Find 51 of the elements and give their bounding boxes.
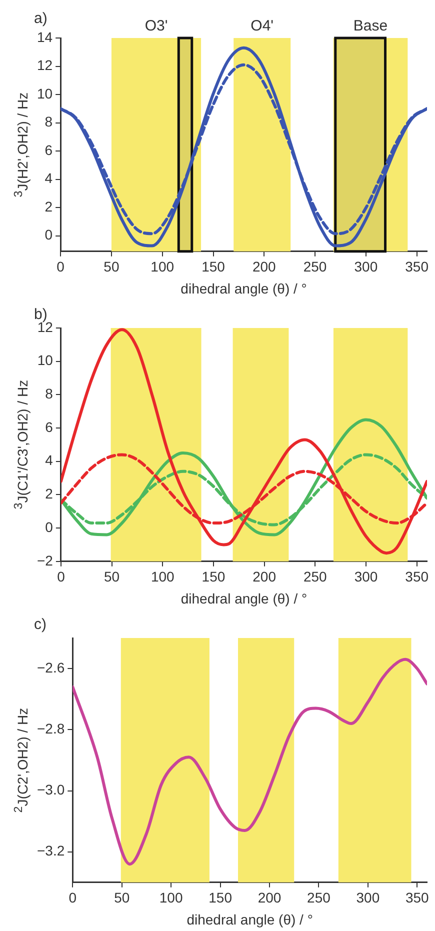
y-tick-label: −3.2 (36, 842, 65, 859)
chart-title: a) (34, 10, 48, 28)
line-series (72, 658, 427, 866)
x-tick-label: 150 (208, 890, 232, 906)
x-axis-title: dihedral angle (θ) / ° (180, 280, 307, 296)
y-tick-label: 2 (44, 198, 53, 214)
x-tick-label: 300 (354, 258, 378, 275)
x-tick-label: 300 (354, 568, 378, 585)
x-tick-label: 50 (104, 568, 120, 585)
x-tick-label: 350 (405, 258, 429, 275)
x-tick-label: 50 (104, 258, 120, 275)
x-axis-title: dihedral angle (θ) / ° (186, 911, 313, 928)
x-tick-label: 200 (252, 568, 276, 585)
y-tick-label: 0 (44, 226, 53, 243)
y-tick-label: 6 (45, 418, 54, 435)
y-tick-label: −2.8 (36, 720, 65, 737)
x-tick-label: 200 (252, 258, 276, 275)
y-tick-label: 4 (44, 170, 53, 186)
y-tick-label: 4 (45, 452, 54, 468)
x-tick-label: 200 (258, 890, 282, 906)
x-tick-label: 100 (159, 890, 183, 906)
x-tick-label: 100 (150, 568, 175, 585)
x-tick-label: 0 (68, 890, 77, 906)
y-tick-label: −2.6 (36, 659, 65, 676)
y-tick-label: 8 (44, 114, 53, 130)
x-tick-label: 300 (356, 890, 380, 906)
x-tick-label: 150 (202, 258, 226, 275)
y-tick-label: 0 (45, 518, 54, 535)
y-tick-label: 10 (37, 352, 54, 368)
x-tick-label: 50 (114, 890, 130, 906)
band-label: O3' (144, 18, 168, 35)
x-tick-label: 250 (303, 568, 328, 585)
y-tick-label: 6 (44, 142, 53, 158)
line-series (60, 328, 427, 555)
y-tick-label: 2 (45, 486, 54, 502)
x-tick-label: 100 (150, 258, 174, 275)
y-tick-label: 14 (36, 28, 53, 45)
y-tick-label: 8 (45, 386, 54, 402)
x-tick-label: 350 (405, 890, 430, 906)
x-tick-label: 150 (202, 568, 226, 585)
chart-title: c) (34, 616, 46, 634)
x-tick-label: 250 (303, 258, 327, 275)
y-tick-label: 12 (36, 57, 53, 74)
band-label: Base (353, 18, 388, 35)
x-tick-label: 250 (307, 890, 331, 906)
band-label: O4' (250, 18, 274, 35)
y-tick-label: −2 (36, 552, 54, 568)
x-axis-title: dihedral angle (θ) / ° (180, 590, 308, 606)
x-tick-label: 350 (405, 568, 429, 585)
y-tick-label: 10 (36, 85, 53, 102)
y-tick-label: −3.0 (36, 782, 65, 798)
